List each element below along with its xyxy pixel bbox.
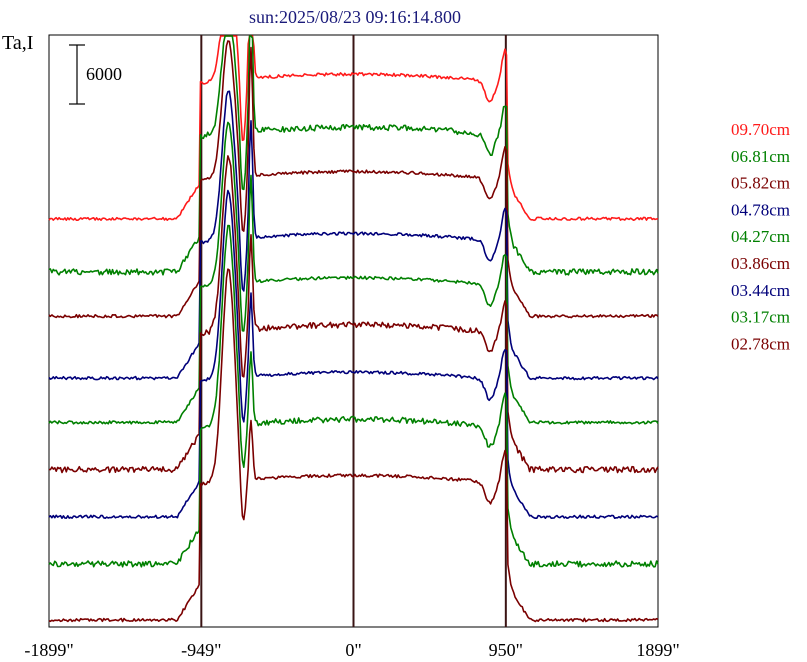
series-line (48, 189, 659, 519)
x-tick-labels: -1899" -949" 0" 950" 1899" (24, 640, 679, 660)
series-line (48, 121, 659, 425)
series-line (48, 35, 659, 276)
series-line (48, 155, 659, 474)
legend-entry: 04.27cm (731, 227, 790, 246)
x-tick-label: 950" (489, 640, 523, 660)
vertical-markers (200, 35, 507, 627)
x-tick-label: 1899" (636, 640, 679, 660)
x-tick-label: -1899" (24, 640, 73, 660)
x-tick-label: 0" (345, 640, 361, 660)
series-line (48, 224, 659, 568)
series-line (48, 268, 659, 623)
series-line (48, 40, 659, 319)
series-line (48, 35, 659, 222)
legend-entry: 05.82cm (731, 174, 790, 193)
scale-bar-label: 6000 (86, 64, 122, 84)
x-tick-label: -949" (181, 640, 221, 660)
legend: 09.70cm 06.81cm 05.82cm 04.78cm 04.27cm 03.86… (731, 120, 790, 353)
chart-title: sun:2025/08/23 09:16:14.800 (249, 7, 461, 27)
legend-entry: 03.86cm (731, 254, 790, 273)
legend-entry: 03.17cm (731, 308, 790, 327)
series-lines (48, 35, 659, 623)
legend-entry: 02.78cm (731, 334, 790, 353)
scale-bar: 6000 (69, 44, 122, 105)
y-axis-label: Ta,I (2, 32, 33, 54)
series-line (48, 90, 659, 381)
legend-entry: 06.81cm (731, 147, 790, 166)
legend-entry: 09.70cm (731, 120, 790, 139)
legend-entry: 03.44cm (731, 281, 790, 300)
legend-entry: 04.78cm (731, 200, 790, 219)
